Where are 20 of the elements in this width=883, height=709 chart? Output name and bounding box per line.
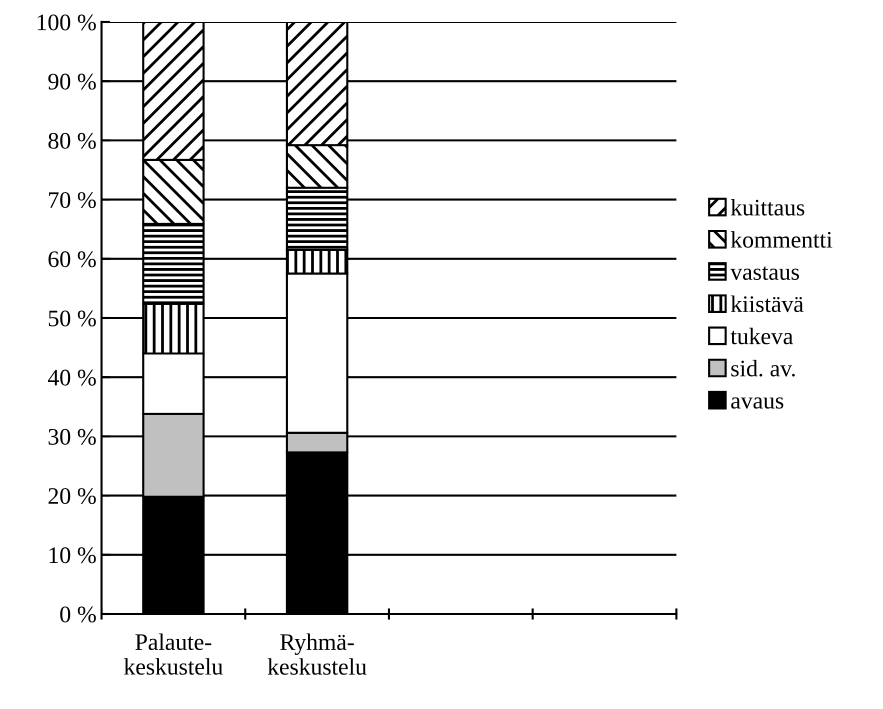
y-tick-label: 80 % xyxy=(48,132,96,149)
y-tick-label: 70 % xyxy=(49,192,96,208)
y-tick-label: 40 % xyxy=(48,370,96,386)
legend-label: kommentti xyxy=(730,231,832,248)
y-tick-label: 100 % xyxy=(38,14,96,30)
legend-label: kiistävä xyxy=(730,296,804,312)
y-tick-label: 30 % xyxy=(48,428,96,445)
x-tick-label: Ryhmä- keskustelu xyxy=(268,633,367,675)
legend-label: avaus xyxy=(731,397,784,409)
y-tick-label: 60 % xyxy=(48,251,96,268)
x-tick-label: Palaute- keskustelu xyxy=(124,633,223,675)
y-tick-label: 90 % xyxy=(48,74,96,90)
y-tick-label: 10 % xyxy=(50,547,96,564)
legend-label: tukeva xyxy=(730,328,793,344)
legend-label: kuittaus xyxy=(730,198,804,216)
y-tick-label: 20 % xyxy=(48,488,96,504)
y-tick-label: 0 % xyxy=(60,606,96,622)
legend-label: vastaus xyxy=(730,266,800,280)
y-tick-label: 50 % xyxy=(48,310,96,326)
legend-label: sid. av. xyxy=(731,360,795,377)
